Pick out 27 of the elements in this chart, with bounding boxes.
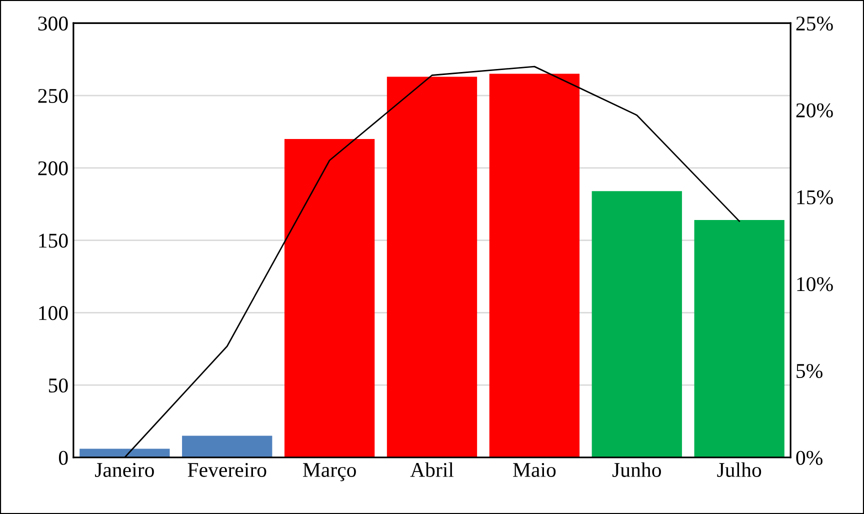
y2-tick-label: 25% [796,16,833,31]
x-tick-label: Abril [410,462,454,477]
x-tick-label: Junho [612,462,661,477]
bar [284,138,375,458]
y-tick-label: 50 [48,378,68,393]
y2-tick-label: 20% [796,103,833,118]
x-tick-label: Julho [717,462,762,477]
bar [386,76,478,458]
y2-tick-label: 0% [796,450,822,465]
bar [182,436,272,458]
y2-tick-label: 10% [797,277,833,292]
y-tick-label: 100 [39,306,68,320]
y-tick-label: 250 [38,88,68,103]
x-tick-label: Março [302,463,356,482]
x-tick-label: Maio [513,462,556,477]
y-tick-label: 300 [38,16,68,31]
bar [694,220,784,458]
y-tick-label: 0 [58,450,68,465]
bar [592,191,682,458]
bar [80,448,170,458]
y2-tick-label: 15% [797,190,833,204]
y-tick-label: 200 [38,161,68,176]
bar [489,74,580,458]
x-tick-label: Janeiro [95,462,154,477]
x-tick-label: Fevereiro [188,462,266,477]
y2-tick-label: 5% [796,364,822,378]
y-tick-label: 150 [39,234,68,248]
